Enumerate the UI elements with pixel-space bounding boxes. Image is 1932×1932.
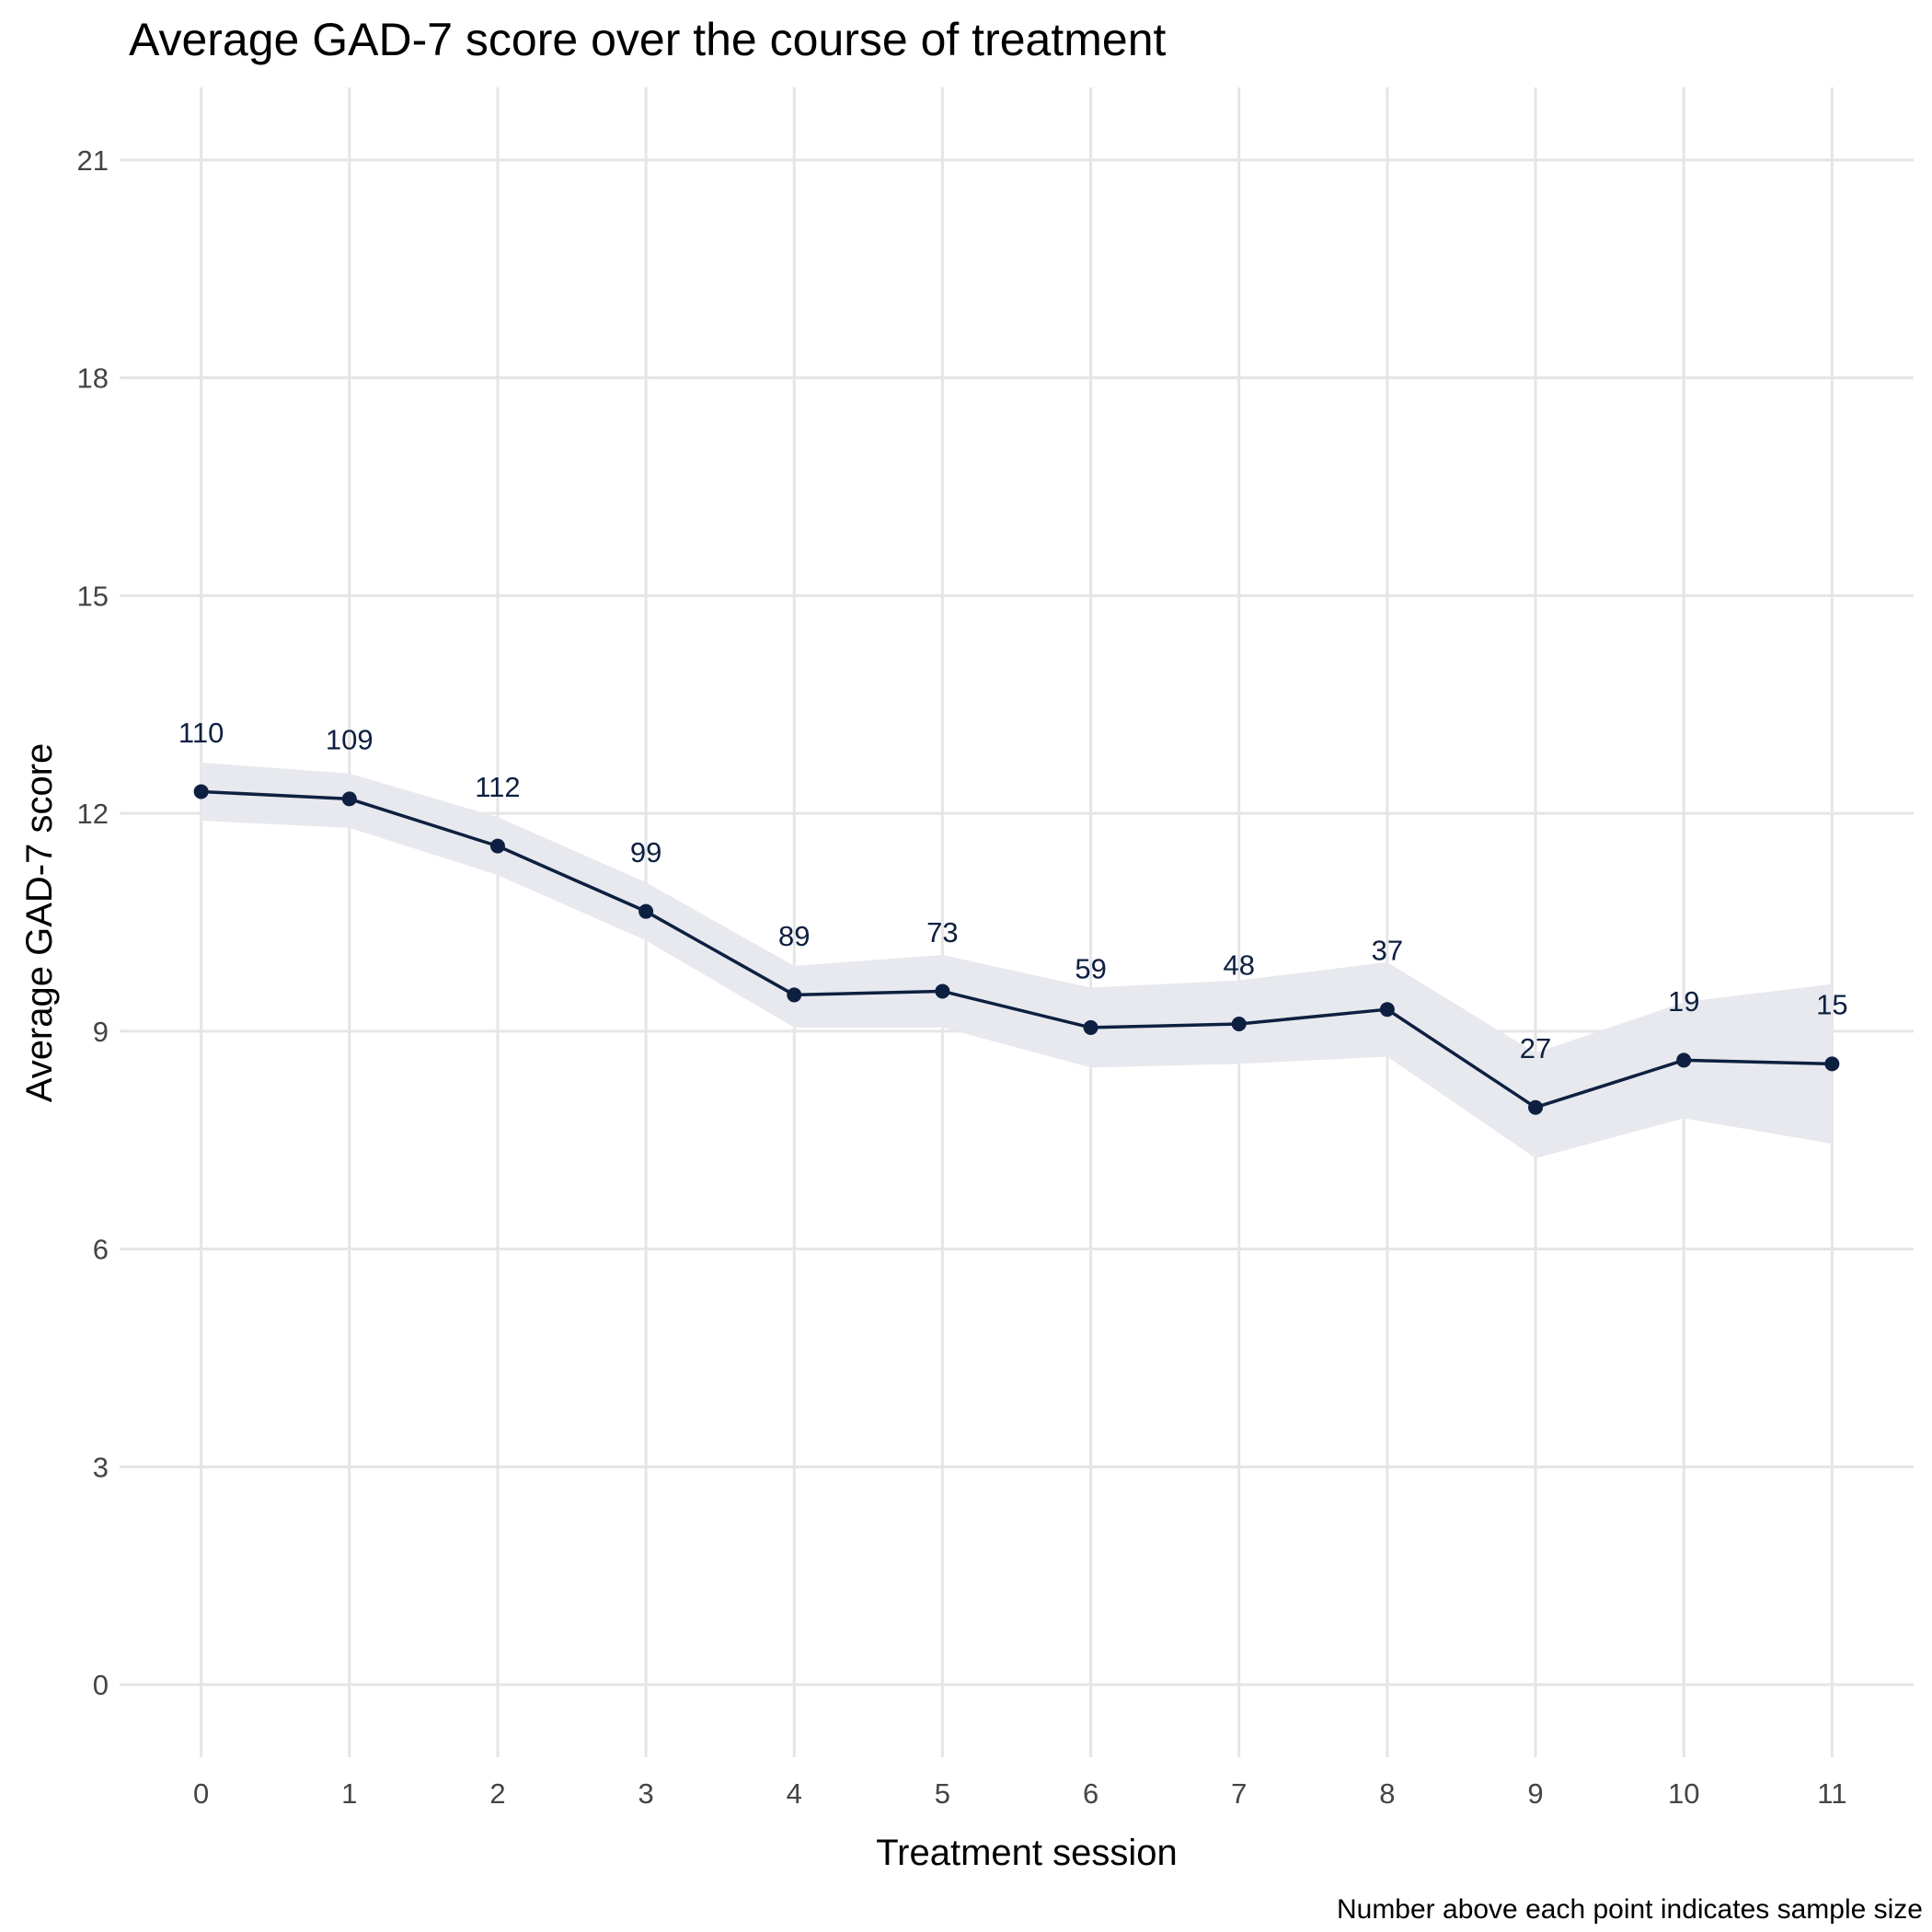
y-tick-7: 21 <box>77 144 109 177</box>
x-tick-2: 2 <box>489 1777 505 1810</box>
x-tick-9: 9 <box>1527 1777 1543 1810</box>
sample-size-label-8: 37 <box>1372 935 1403 967</box>
sample-size-label-5: 73 <box>926 916 958 949</box>
y-tick-5: 15 <box>77 580 109 612</box>
chart-caption: Number above each point indicates sample… <box>1337 1894 1923 1925</box>
sample-size-label-2: 112 <box>475 771 520 803</box>
x-tick-4: 4 <box>787 1777 802 1810</box>
x-tick-7: 7 <box>1231 1777 1247 1810</box>
x-tick-labels: 0 1 2 3 4 5 6 7 8 9 10 11 <box>193 1777 1846 1810</box>
data-point-8 <box>1379 1002 1395 1018</box>
data-point-0 <box>193 784 209 799</box>
series-line-layer <box>201 789 1833 1110</box>
sample-size-label-6: 59 <box>1075 952 1106 984</box>
sample-size-labels: 110 109 112 99 89 73 59 48 37 27 19 15 <box>178 717 1848 1064</box>
data-point-1 <box>341 791 357 807</box>
sample-size-label-0: 110 <box>178 717 224 749</box>
x-tick-8: 8 <box>1379 1777 1395 1810</box>
sample-size-label-11: 15 <box>1816 989 1847 1021</box>
y-axis-title: Average GAD-7 score <box>19 743 60 1103</box>
sample-size-label-4: 89 <box>778 920 810 952</box>
x-tick-5: 5 <box>935 1777 950 1810</box>
sample-size-label-3: 99 <box>630 836 661 868</box>
data-point-11 <box>1824 1056 1840 1072</box>
sample-size-label-9: 27 <box>1520 1032 1551 1064</box>
x-axis-title: Treatment session <box>876 1833 1178 1873</box>
y-tick-3: 9 <box>93 1016 109 1048</box>
data-point-4 <box>787 987 802 1003</box>
y-tick-6: 18 <box>77 362 109 395</box>
y-tick-4: 12 <box>77 798 109 830</box>
y-tick-labels: 0 3 6 9 12 15 18 21 <box>77 144 109 1701</box>
y-tick-0: 0 <box>93 1669 109 1701</box>
x-tick-11: 11 <box>1817 1777 1846 1810</box>
y-tick-2: 6 <box>93 1234 109 1266</box>
data-point-7 <box>1231 1016 1247 1031</box>
x-tick-10: 10 <box>1668 1777 1699 1810</box>
data-point-3 <box>638 903 654 919</box>
series-line <box>201 789 1833 1110</box>
x-tick-6: 6 <box>1083 1777 1098 1810</box>
sample-size-label-10: 19 <box>1668 985 1699 1018</box>
confidence-ribbon <box>201 762 1833 1158</box>
grid-lines <box>120 87 1914 1757</box>
data-point-9 <box>1528 1099 1544 1115</box>
y-tick-1: 3 <box>93 1451 109 1483</box>
confidence-ribbon-layer <box>201 762 1833 1158</box>
chart-title: Average GAD-7 score over the course of t… <box>129 14 1167 65</box>
data-point-5 <box>935 983 950 999</box>
sample-size-label-1: 109 <box>326 724 374 756</box>
x-tick-0: 0 <box>193 1777 209 1810</box>
data-points <box>193 784 1840 1115</box>
data-point-2 <box>489 838 505 854</box>
x-tick-3: 3 <box>638 1777 653 1810</box>
x-tick-1: 1 <box>341 1777 357 1810</box>
data-point-6 <box>1083 1019 1098 1035</box>
sample-size-label-7: 48 <box>1223 949 1254 981</box>
data-point-10 <box>1676 1052 1692 1068</box>
